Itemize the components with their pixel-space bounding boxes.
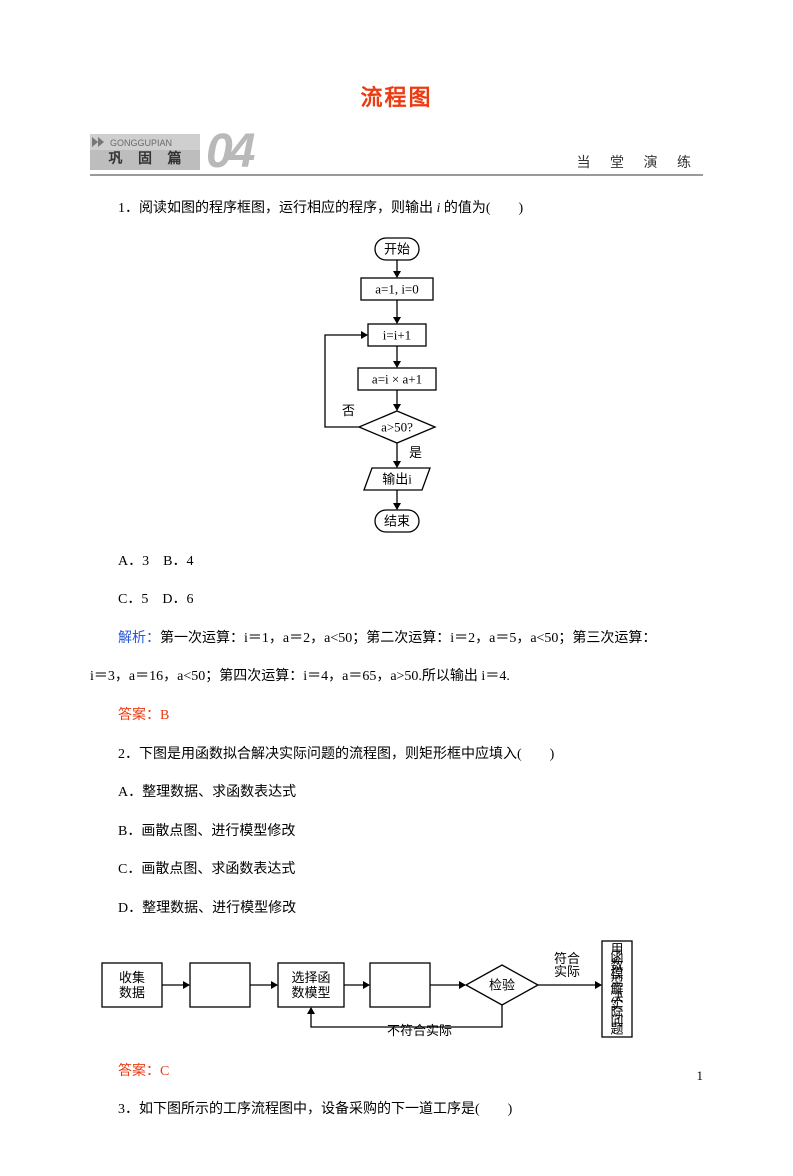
q2-optA: A．整理数据、求函数表达式: [90, 780, 703, 807]
content-body: 1．阅读如图的程序框图，运行相应的程序，则输出 i 的值为( ) 开始 a=1, …: [90, 196, 703, 1124]
banner-chevron: GONGGUPIAN: [90, 134, 200, 150]
svg-text:a=i × a+1: a=i × a+1: [371, 371, 421, 386]
q2-answer: 答案：C: [90, 1059, 703, 1086]
svg-text:不符合实际: 不符合实际: [387, 1023, 452, 1038]
q1-analysis-1: 解析：第一次运算：i＝1，a＝2，a<50；第二次运算：i＝2，a＝5，a<50…: [90, 626, 703, 653]
page-title: 流程图: [90, 80, 703, 112]
svg-text:是: 是: [409, 445, 422, 460]
section-banner: GONGGUPIAN 巩 固 篇 04 当 堂 演 练: [90, 134, 703, 176]
q2-text: 2．下图是用函数拟合解决实际问题的流程图，则矩形框中应填入( ): [90, 742, 703, 769]
q1-analysis-2: i＝3，a＝16，a<50；第四次运算：i＝4，a＝65，a>50.所以输出 i…: [90, 664, 703, 691]
banner-number: 04: [206, 124, 251, 179]
q3-text: 3．如下图所示的工序流程图中，设备采购的下一道工序是( ): [90, 1097, 703, 1124]
q2-flowchart: 收集数据选择函数模型检验用函数模型解决实际问题符合实际不符合实际: [90, 935, 703, 1045]
banner-right-text: 当 堂 演 练: [577, 152, 700, 172]
q2-optC: C．画散点图、求函数表达式: [90, 857, 703, 884]
banner-pinyin: GONGGUPIAN: [110, 138, 172, 148]
page-number: 1: [697, 1068, 704, 1084]
svg-text:开始: 开始: [383, 241, 409, 256]
svg-text:数据: 数据: [118, 985, 144, 1000]
svg-text:否: 否: [342, 403, 355, 418]
svg-text:a>50?: a>50?: [381, 419, 413, 434]
svg-text:输出i: 输出i: [382, 471, 412, 486]
svg-text:检验: 检验: [488, 977, 514, 992]
q2-optD: D．整理数据、进行模型修改: [90, 896, 703, 923]
q1-flowchart: 开始 a=1, i=0 i=i+1 a=i × a+1 a>50? 输出i 结束 是 否: [90, 235, 703, 535]
svg-text:选择函: 选择函: [291, 970, 330, 985]
svg-text:题: 题: [610, 1021, 623, 1036]
q1-options-2: C．5 D．6: [90, 587, 703, 614]
svg-text:数模型: 数模型: [291, 985, 330, 1000]
q1-answer: 答案：B: [90, 703, 703, 730]
svg-text:结束: 结束: [383, 513, 409, 528]
svg-text:i=i+1: i=i+1: [382, 327, 410, 342]
svg-text:a=1, i=0: a=1, i=0: [375, 281, 419, 296]
q1-text: 1．阅读如图的程序框图，运行相应的程序，则输出 i 的值为( ): [90, 196, 703, 223]
banner-label: 巩 固 篇: [90, 150, 200, 170]
q2-optB: B．画散点图、进行模型修改: [90, 819, 703, 846]
q1-options-1: A．3 B．4: [90, 549, 703, 576]
svg-text:收集: 收集: [118, 970, 144, 985]
svg-text:实际: 实际: [554, 964, 580, 979]
